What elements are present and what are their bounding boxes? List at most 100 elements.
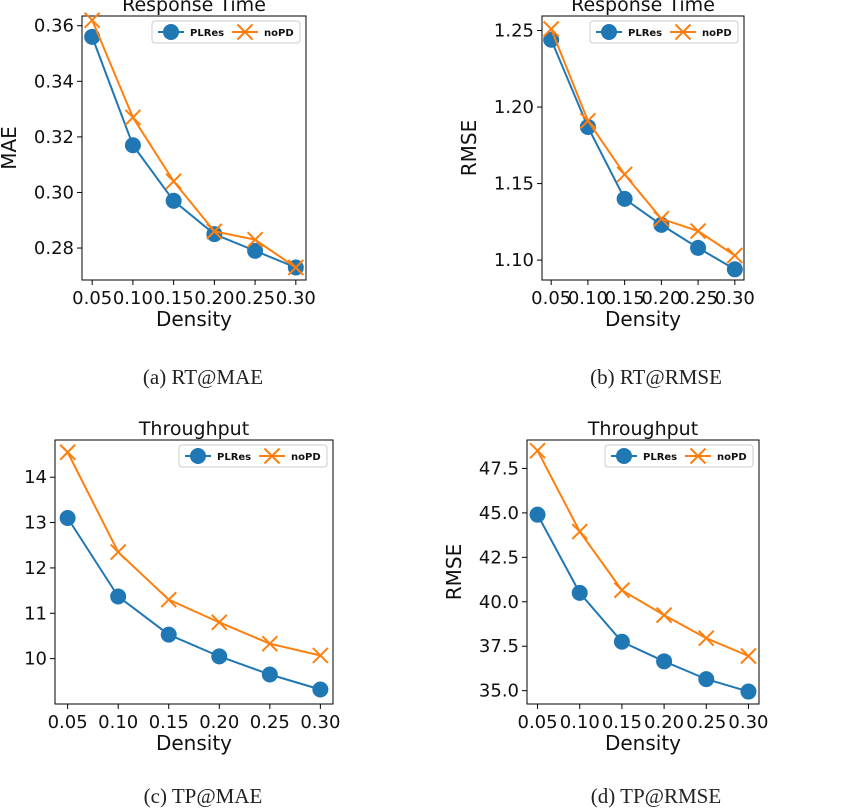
data-point: [543, 31, 560, 48]
x-tick-label: 0.25: [250, 712, 290, 733]
data-point: [616, 190, 633, 207]
data-point: [247, 242, 264, 259]
y-tick-label: 35.0: [479, 681, 519, 702]
data-point: [312, 681, 329, 698]
data-point: [690, 239, 707, 256]
data-point: [206, 226, 223, 243]
legend-label: noPD: [264, 28, 294, 39]
legend: PLRes noPD: [604, 444, 754, 468]
y-axis-label: MAE: [0, 126, 21, 170]
data-point: [579, 118, 596, 135]
x-tick-label: 0.15: [149, 712, 189, 733]
series-line: [91, 36, 297, 269]
data-point: [613, 633, 630, 650]
series-noPD: [542, 20, 744, 264]
chart-tp-mae: Throughput 0.05 0.10 0.15 0.20 0.25 0.30 10 11 12…: [24, 418, 340, 755]
x-tick-label: 0.10: [98, 712, 138, 733]
legend-box: [604, 444, 754, 468]
series-PLRes: [59, 510, 329, 698]
x-tick-label: 0.05: [531, 288, 571, 309]
y-tick-label: 47.5: [479, 458, 519, 479]
data-point: [261, 666, 278, 683]
data-point: [542, 20, 560, 38]
y-tick-label: 40.0: [479, 592, 519, 613]
y-tick-label: 0.34: [34, 71, 74, 92]
plot-frame: [541, 15, 745, 281]
series-line: [91, 19, 297, 269]
series-noPD: [529, 442, 757, 665]
data-point: [655, 606, 673, 624]
x-tick-label: 0.05: [72, 288, 112, 309]
legend-label: PLRes: [217, 452, 251, 463]
chart-tp-rmse: Throughput 0.05 0.10 0.15 0.20 0.25 0.30 35.0 37…: [442, 418, 768, 755]
caption-tp-mae: (c) TP@MAE: [143, 784, 263, 808]
x-axis-label: Density: [605, 307, 681, 331]
x-axis-label: Density: [156, 307, 232, 331]
x-tick-label: 0.30: [715, 288, 755, 309]
x-tick-label: 0.15: [154, 288, 194, 309]
x-tick-label: 0.25: [235, 288, 275, 309]
series-line: [550, 28, 736, 257]
y-tick-label: 0.28: [34, 238, 74, 259]
data-point: [287, 259, 305, 276]
data-point: [740, 683, 757, 700]
y-axis-label: RMSE: [442, 544, 466, 600]
legend-box: [589, 20, 739, 44]
data-point: [726, 247, 744, 264]
x-tick-label: 0.25: [686, 712, 726, 733]
y-tick-label: 10: [24, 649, 47, 670]
data-point: [740, 647, 757, 665]
series-noPD: [83, 11, 305, 276]
data-point: [571, 523, 588, 540]
data-point: [689, 222, 707, 240]
x-tick-label: 0.15: [602, 712, 642, 733]
panel-tp-mae: Throughput 0.05 0.10 0.15 0.20 0.25 0.30 10 11 12…: [0, 405, 431, 810]
x-tick-label: 0.10: [560, 712, 600, 733]
data-point: [616, 166, 633, 183]
y-tick-label: 11: [24, 603, 47, 624]
caption-tp-rmse: (d) TP@RMSE: [590, 784, 722, 808]
legend-marker: [689, 447, 707, 465]
data-point: [124, 109, 142, 126]
x-tick-label: 0.25: [678, 288, 718, 309]
data-point: [160, 626, 177, 643]
data-point: [59, 510, 76, 527]
x-tick-label: 0.30: [728, 712, 768, 733]
legend-marker: [674, 23, 692, 41]
legend-label: noPD: [717, 452, 747, 463]
chart-title: Response Time: [122, 0, 266, 16]
x-tick-label: 0.05: [518, 712, 558, 733]
x-tick-label: 0.30: [276, 288, 316, 309]
series-PLRes: [543, 31, 743, 278]
data-point: [211, 648, 228, 665]
y-tick-label: 14: [24, 467, 47, 488]
data-point: [571, 584, 588, 601]
x-tick-label: 0.10: [113, 288, 153, 309]
series-line: [66, 451, 321, 657]
plot-frame: [81, 15, 307, 281]
legend-label: PLRes: [628, 28, 662, 39]
y-tick-label: 13: [24, 513, 47, 534]
data-point: [165, 192, 182, 209]
y-tick-label: 1.20: [494, 97, 534, 118]
x-tick-label: 0.15: [605, 288, 645, 309]
data-point: [246, 231, 264, 248]
data-point: [160, 591, 177, 608]
data-point: [84, 28, 101, 45]
data-point: [109, 543, 127, 561]
y-tick-label: 37.5: [479, 636, 519, 657]
panel-rt-rmse: Response Time 0.05 0.10 0.15 0.20 0.25 0.30 1.1…: [431, 0, 863, 405]
y-tick-label: 1.10: [494, 250, 534, 271]
panel-rt-mae: Response Time 0.05 0.10 0.15 0.20 0.25 0.30 0.2…: [0, 0, 431, 405]
legend-marker: [616, 448, 632, 464]
chart-rt-mae: Response Time 0.05 0.10 0.15 0.20 0.25 0.30 0.2…: [0, 0, 316, 331]
x-tick-label: 0.20: [194, 288, 234, 309]
x-tick-label: 0.10: [568, 288, 608, 309]
legend-marker: [163, 24, 179, 40]
data-point: [613, 582, 631, 599]
data-point: [312, 647, 329, 664]
x-tick-label: 0.20: [644, 712, 684, 733]
legend-label: noPD: [291, 452, 321, 463]
legend: PLRes noPD: [151, 20, 301, 44]
